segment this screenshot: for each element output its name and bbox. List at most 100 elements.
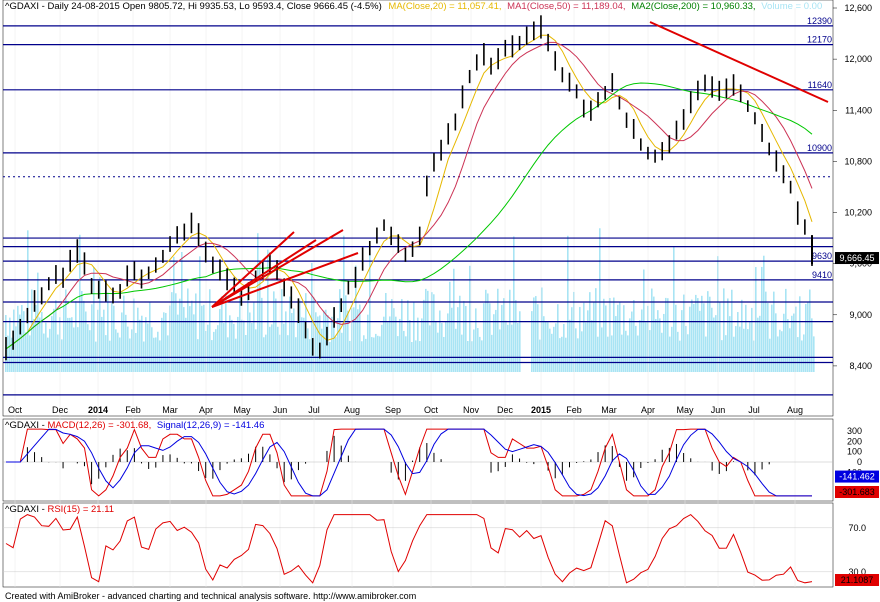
volume-bar (347, 310, 349, 372)
volume-bar (445, 321, 447, 372)
volume-bar (171, 292, 173, 372)
volume-bar (811, 318, 813, 372)
macd-tick-label: 300 (847, 426, 862, 436)
x-tick-label: 2015 (531, 405, 551, 415)
volume-bar (629, 318, 631, 372)
volume-bar (257, 233, 259, 372)
level-label: 11640 (808, 80, 832, 90)
volume-bar (643, 269, 645, 372)
volume-bar (483, 303, 485, 372)
volume-bar (681, 310, 683, 372)
volume-bar (297, 321, 299, 372)
volume-bar (497, 288, 499, 372)
volume-bar (453, 268, 455, 372)
volume-bar (763, 255, 765, 372)
volume-bar (367, 314, 369, 372)
x-tick-label: Feb (125, 405, 141, 415)
volume-bar (185, 317, 187, 372)
volume-bar (417, 317, 419, 372)
volume-bar (677, 331, 679, 372)
volume-bar (807, 301, 809, 372)
footer-text: Created with AmiBroker - advanced charti… (5, 591, 416, 601)
volume-bar (101, 316, 103, 372)
volume-bar (201, 305, 203, 372)
volume-bar (359, 304, 361, 372)
macd-tick-label: 100 (847, 447, 862, 457)
volume-bar (421, 318, 423, 372)
volume-bar (779, 329, 781, 372)
volume-bar (733, 336, 735, 372)
volume-bar (385, 293, 387, 372)
volume-bar (719, 301, 721, 372)
volume-bar (661, 332, 663, 372)
y-tick-label: 8,400 (849, 361, 872, 371)
x-tick-label: 2014 (88, 405, 108, 415)
volume-bar (485, 289, 487, 372)
x-tick-label: Jun (273, 405, 288, 415)
volume-bar (449, 281, 451, 372)
volume-bar (659, 318, 661, 372)
volume-bar (61, 339, 63, 372)
volume-bar (559, 338, 561, 372)
volume-bar (269, 326, 271, 372)
volume-bar (785, 288, 787, 372)
volume-bar (151, 327, 153, 372)
volume-bar (635, 325, 637, 372)
volume-bar (509, 289, 511, 372)
volume-bar (533, 297, 535, 372)
volume-bar (613, 297, 615, 372)
volume-bar (723, 288, 725, 372)
volume-bar (139, 319, 141, 372)
volume-bar (403, 330, 405, 372)
volume-bar (107, 292, 109, 372)
volume-bar (517, 323, 519, 372)
volume-bar (9, 317, 11, 372)
x-tick-label: Oct (424, 405, 439, 415)
volume-bar (365, 338, 367, 372)
volume-bar (45, 322, 47, 372)
volume-bar (275, 298, 277, 372)
macd-header: ^GDAXI - MACD(12,26) = -301.68, Signal(1… (5, 420, 264, 431)
volume-bar (455, 328, 457, 372)
volume-bar (369, 252, 371, 372)
volume-bar (181, 252, 183, 372)
volume-bar (105, 335, 107, 372)
volume-bar (173, 256, 175, 372)
volume-bar (491, 334, 493, 372)
volume-bar (77, 327, 79, 372)
volume-bar (87, 324, 89, 372)
volume-bar (471, 341, 473, 372)
volume-bar (663, 313, 665, 372)
macd-line (6, 428, 812, 497)
volume-bar (113, 305, 115, 372)
volume-bar (301, 317, 303, 372)
x-tick-label: Jul (308, 405, 320, 415)
rsi-tick-label: 30.0 (848, 567, 866, 577)
volume-bar (653, 296, 655, 372)
volume-bar (17, 305, 19, 372)
volume-bar (693, 303, 695, 372)
volume-bar (81, 291, 83, 372)
volume-bar (495, 309, 497, 372)
volume-bar (769, 338, 771, 372)
volume-bar (223, 323, 225, 372)
volume-bar (623, 305, 625, 372)
volume-bar (457, 307, 459, 372)
volume-bar (309, 339, 311, 372)
trend-line-down (649, 21, 829, 103)
volume-bar (235, 338, 237, 372)
volume-bar (725, 335, 727, 372)
volume-bar (777, 336, 779, 372)
volume-bar (589, 292, 591, 372)
volume-bar (281, 289, 283, 372)
volume-bar (123, 295, 125, 372)
volume-bar (579, 306, 581, 372)
volume-bar (265, 334, 267, 372)
volume-bar (691, 299, 693, 372)
volume-bar (765, 291, 767, 372)
volume-bar (125, 314, 127, 372)
signal-value-label: -141.462 (839, 472, 875, 482)
volume-bar (489, 303, 491, 372)
volume-bar (285, 311, 287, 372)
